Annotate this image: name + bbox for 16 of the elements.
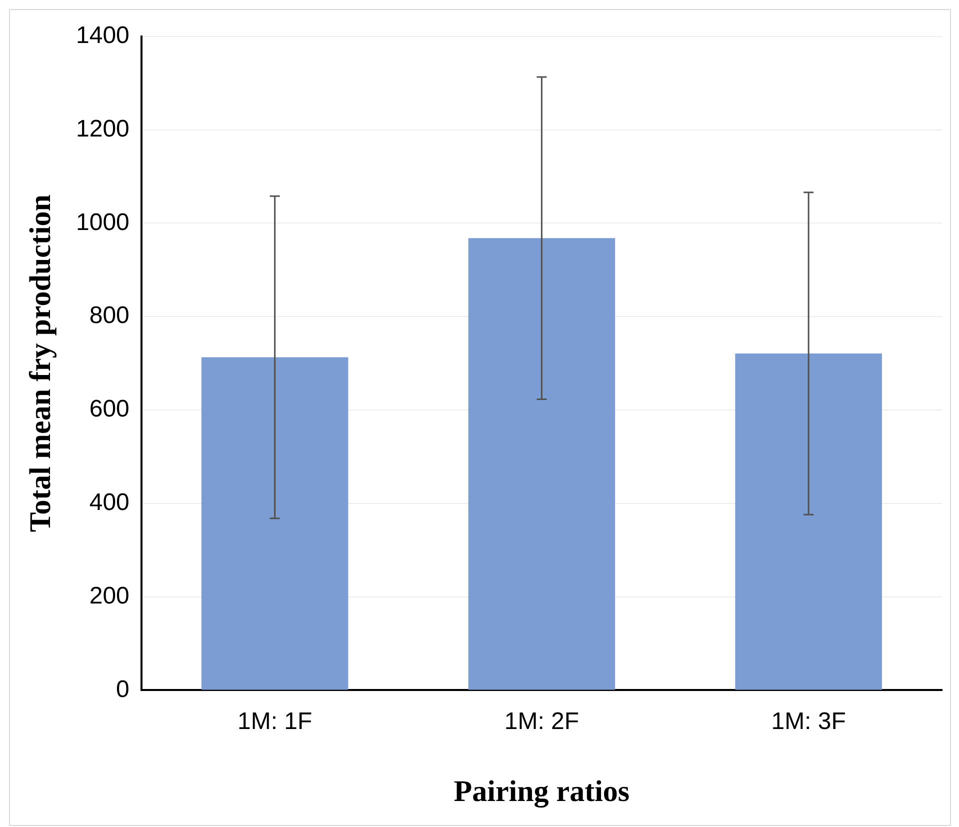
bar bbox=[201, 357, 348, 690]
x-axis-title: Pairing ratios bbox=[454, 774, 630, 808]
y-tick-label: 400 bbox=[89, 489, 130, 516]
x-tick-label: 1M: 3F bbox=[771, 708, 846, 736]
y-tick-label: 800 bbox=[89, 302, 130, 330]
y-tick-label: 1400 bbox=[76, 22, 130, 50]
bar bbox=[735, 353, 882, 690]
x-tick-label: 1M: 2F bbox=[504, 708, 580, 736]
y-axis-title: Total mean fry production bbox=[24, 194, 57, 532]
bar bbox=[468, 238, 616, 690]
y-tick-label: 0 bbox=[116, 676, 130, 703]
y-tick-label: 200 bbox=[89, 582, 130, 610]
y-tick-label: 1200 bbox=[76, 115, 130, 142]
y-tick-label: 600 bbox=[89, 396, 130, 423]
x-tick-label: 1M: 1F bbox=[237, 708, 312, 736]
y-tick-label: 1000 bbox=[76, 208, 130, 236]
